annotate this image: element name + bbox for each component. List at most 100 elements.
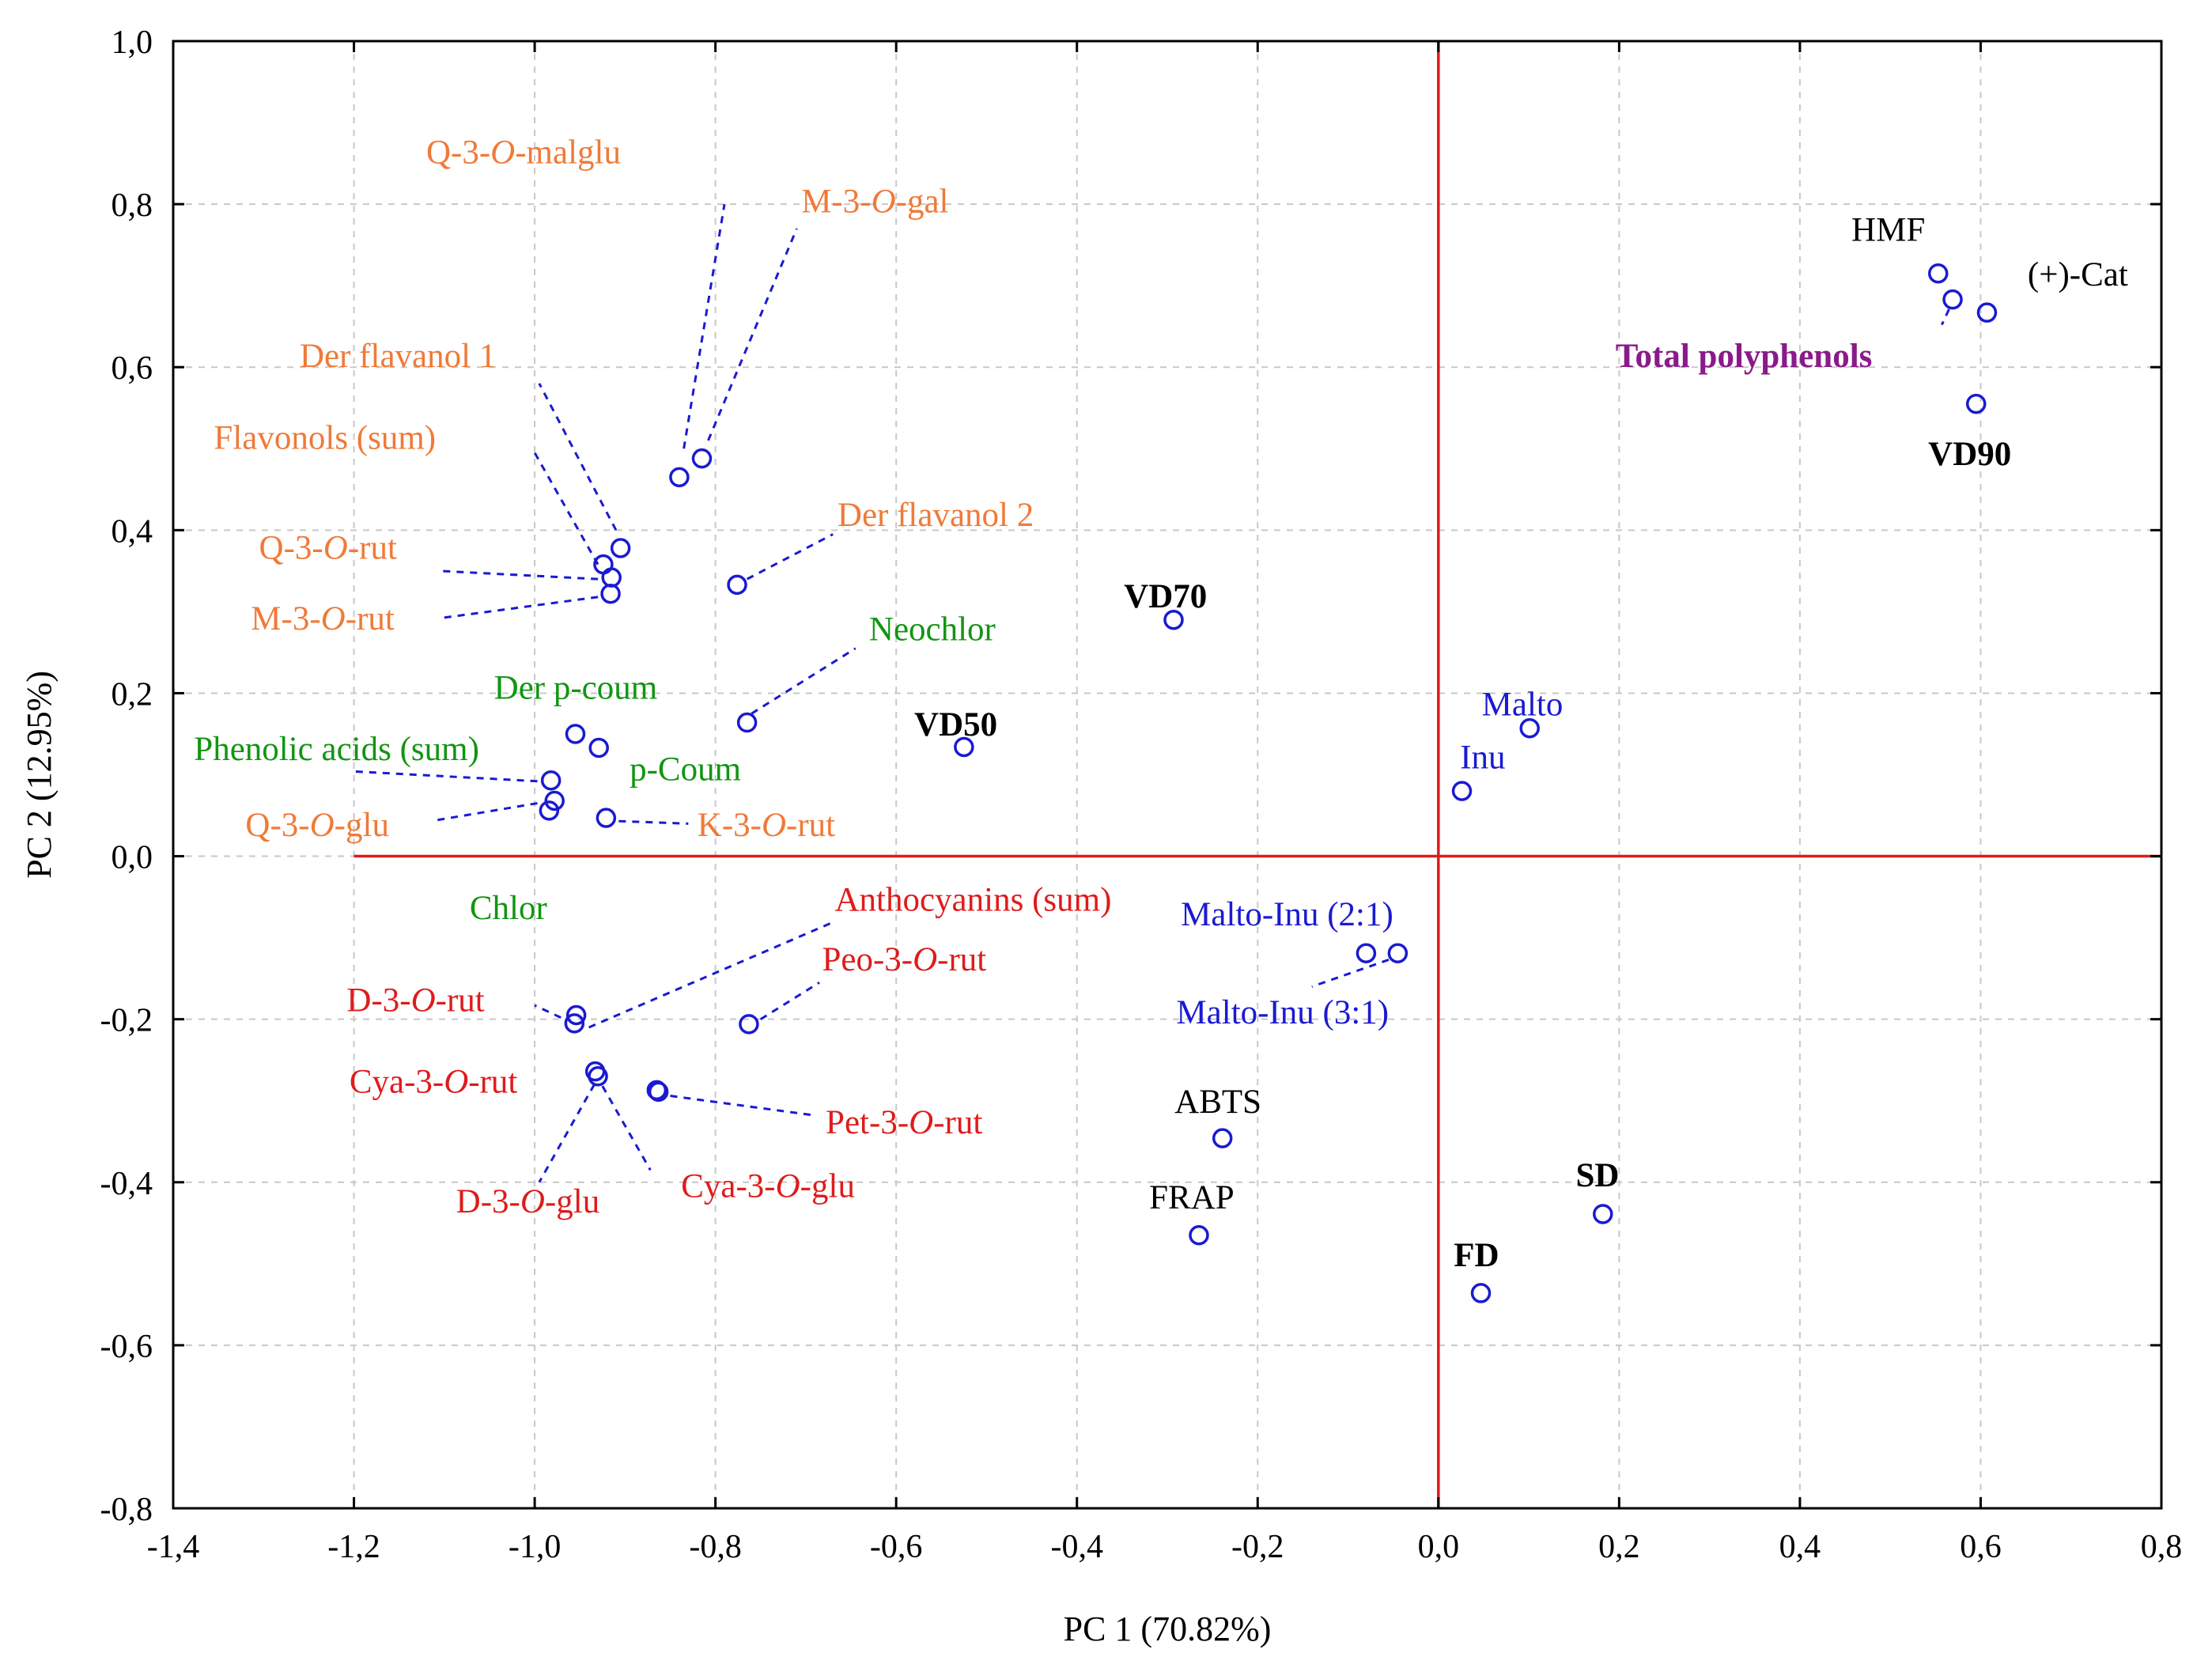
point-cat [1976, 302, 1998, 323]
x-tick-label: 0,8 [2141, 1529, 2183, 1565]
label-p-coum: p-Coum [630, 751, 741, 789]
label-sd: SD [1576, 1157, 1620, 1194]
label-q-3-o-malglu: Q-3-O-malglu [426, 134, 621, 172]
y-tick-label: 0,0 [112, 840, 153, 876]
point-malto [1519, 718, 1540, 739]
label-cya-3-o-glu: Cya-3-O-glu [681, 1167, 855, 1205]
label-anthocyanins-sum: Anthocyanins (sum) [834, 882, 1111, 919]
label-pet-3-o-rut: Pet-3-O-rut [826, 1104, 982, 1141]
label-phenolic-acids-sum: Phenolic acids (sum) [194, 731, 479, 768]
leader-d-3-o-rut [534, 1004, 562, 1019]
leader-der-flavanol-1 [538, 383, 618, 531]
leader-m-3-o-gal [707, 228, 798, 441]
y-tick-label: 0,2 [112, 676, 153, 713]
label-vd70: VD70 [1124, 578, 1207, 615]
label-der-flavanol-1: Der flavanol 1 [300, 338, 496, 375]
leader-der-flavanol-2 [746, 533, 834, 581]
label-malto: Malto [1482, 686, 1564, 723]
point-frap [1189, 1225, 1209, 1246]
point-chlor [544, 790, 565, 811]
label-frap: FRAP [1149, 1179, 1235, 1216]
point-anthocyanins-sum [565, 1004, 587, 1026]
label-m-3-o-gal: M-3-O-gal [801, 183, 948, 220]
label-inu: Inu [1460, 739, 1505, 776]
point-pet-3-o-rut [648, 1081, 669, 1103]
label-malto-inu-2-1: Malto-Inu (2:1) [1181, 896, 1393, 933]
leader-lines [354, 203, 1950, 1183]
label-der-flavanol-2: Der flavanol 2 [838, 497, 1034, 534]
point-malto-inu-2-1 [1387, 943, 1408, 963]
point-fd [1470, 1283, 1492, 1303]
y-tick-label: 0,4 [112, 513, 153, 550]
label-k-3-o-rut: K-3-O-rut [698, 807, 835, 844]
x-tick-label: -0,8 [689, 1529, 742, 1565]
point-d-3-o-rut [564, 1013, 585, 1034]
label-d-3-o-rut: D-3-O-rut [346, 982, 484, 1019]
x-axis-title: PC 1 (70.82%) [1064, 1610, 1272, 1648]
x-tick-label: 0,6 [1960, 1529, 2002, 1565]
leader-m-3-o-rut [439, 596, 599, 620]
label-total-polyphenols: Total polyphenols [1616, 338, 1873, 375]
leader-d-3-o-glu [538, 1084, 596, 1183]
x-tick-label: -0,4 [1050, 1529, 1103, 1565]
data-points [539, 263, 1998, 1303]
label-neochlor: Neochlor [869, 611, 996, 648]
point-der-p-coum [565, 724, 586, 744]
label-malto-inu-3-1: Malto-Inu (3:1) [1176, 994, 1389, 1031]
point-sd [1593, 1204, 1613, 1224]
label-q-3-o-glu: Q-3-O-glu [245, 807, 389, 844]
point-peo-3-o-rut [739, 1014, 759, 1035]
x-tick-label: -1,4 [147, 1529, 200, 1565]
grid-lines [173, 41, 2161, 1508]
x-tick-label: -1,0 [509, 1529, 562, 1565]
label-cya-3-o-rut: Cya-3-O-rut [350, 1063, 518, 1100]
label-abts: ABTS [1174, 1084, 1261, 1121]
label-der-p-coum: Der p-coum [494, 670, 658, 707]
point-m-3-o-rut [600, 583, 621, 604]
x-tick-label: -1,2 [327, 1529, 380, 1565]
leader-q-3-o-rut [440, 569, 599, 581]
x-tick-label: -0,6 [870, 1529, 923, 1565]
y-tick-label: -0,6 [100, 1329, 153, 1365]
label-cat: (+)-Cat [2028, 256, 2128, 293]
point-neochlor [736, 712, 758, 733]
point-q-3-o-glu [539, 800, 560, 821]
label-fd: FD [1454, 1237, 1499, 1274]
point-q-3-o-rut [601, 567, 622, 588]
point-cya-3-o-glu [646, 1080, 667, 1101]
point-p-coum [588, 737, 609, 758]
y-tick-label: -0,2 [100, 1003, 153, 1039]
y-tick-label: -0,4 [100, 1166, 153, 1202]
leader-peo-3-o-rut [759, 982, 820, 1020]
leader-pet-3-o-rut [670, 1095, 815, 1117]
leader-cya-3-o-glu [601, 1085, 652, 1171]
point-abts [1212, 1128, 1233, 1148]
label-hmf: HMF [1851, 211, 1925, 248]
point-total-polyphenols [1942, 289, 1963, 310]
label-d-3-o-glu: D-3-O-glu [456, 1183, 600, 1220]
leader-neochlor [751, 647, 856, 715]
plot-frame [172, 40, 2163, 1510]
leader-k-3-o-rut [618, 819, 689, 825]
point-der-flavanol-2 [727, 574, 747, 596]
x-tick-label: 0,0 [1418, 1529, 1460, 1565]
point-k-3-o-rut [596, 808, 617, 828]
point-vd70 [1163, 609, 1184, 630]
label-vd90: VD90 [1928, 436, 2011, 473]
label-flavonols-sum: Flavonols (sum) [214, 419, 436, 456]
point-hmf [1927, 263, 1949, 284]
y-tick-label: 0,6 [112, 350, 153, 387]
y-tick-label: 0,8 [112, 187, 153, 224]
point-malto-inu-3-1 [1356, 943, 1377, 963]
y-tick-label: 1,0 [112, 25, 153, 61]
point-d-3-o-glu [588, 1066, 608, 1087]
point-der-flavanol-1 [610, 538, 631, 558]
point-labels: Q-3-O-malglu M-3-O-gal Der flavanol 1 Flavo… [194, 134, 2128, 1274]
x-tick-label: -0,2 [1231, 1529, 1284, 1565]
point-m-3-o-gal [691, 448, 713, 469]
leader-phenolic-acids-sum [354, 770, 538, 783]
leader-q-3-o-malglu [683, 203, 726, 449]
x-tick-label: 0,2 [1598, 1529, 1640, 1565]
y-tick-label: -0,8 [100, 1492, 153, 1528]
